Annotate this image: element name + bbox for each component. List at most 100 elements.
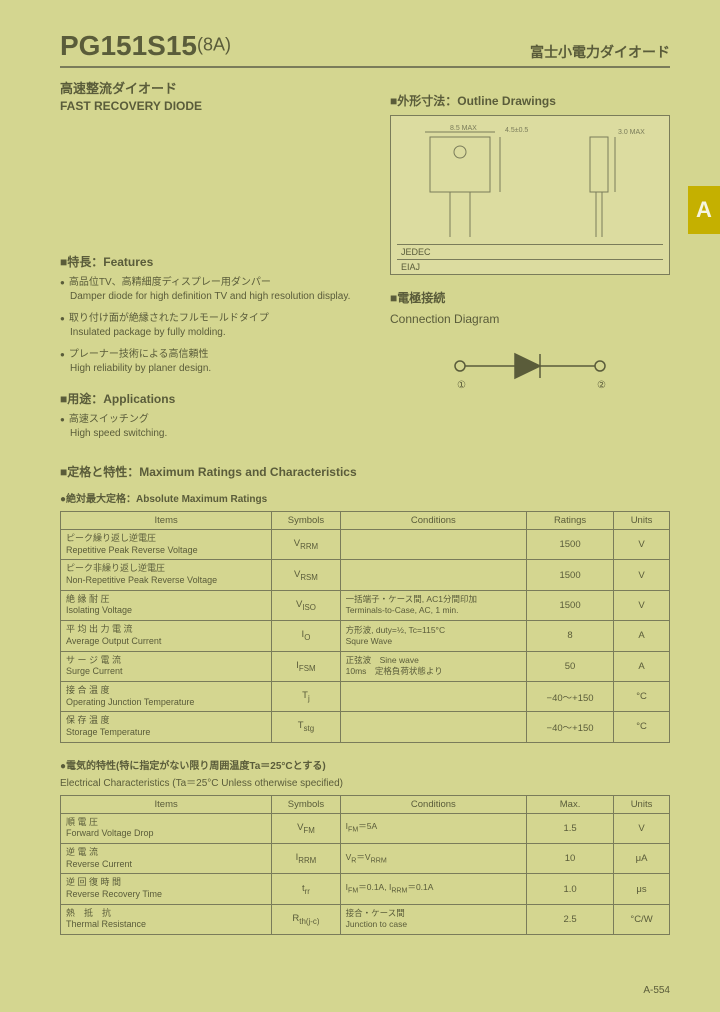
cell-symbol: IO <box>272 621 340 651</box>
part-number: PG151S15 <box>60 30 197 61</box>
cell-unit: μs <box>614 874 670 904</box>
table-row: 平 均 出 力 電 流Average Output CurrentIO方形波, … <box>61 621 670 651</box>
outline-heading: ■外形寸法：Outline Drawings <box>390 92 670 109</box>
table-header-row: Items Symbols Conditions Max. Units <box>61 795 670 813</box>
cell-unit: V <box>614 560 670 590</box>
cell-rating: 50 <box>527 651 614 681</box>
th-items: Items <box>61 512 272 530</box>
svg-text:3.0 MAX: 3.0 MAX <box>618 129 645 136</box>
cell-rating: 1500 <box>527 560 614 590</box>
cell-condition: 接合・ケース間Junction to case <box>340 904 526 934</box>
cell-unit: A <box>614 621 670 651</box>
feature-item: プレーナー技術による高信頼性High reliability by planer… <box>60 348 370 376</box>
abs-max-heading: ●絶対最大定格：Absolute Maximum Ratings <box>60 490 670 505</box>
elec-heading-jp: ●電気的特性(特に指定がない限り周囲温度Ta＝25°Cとする) <box>60 757 670 772</box>
electrical-table: Items Symbols Conditions Max. Units 順 電 … <box>60 795 670 936</box>
cell-symbol: VRSM <box>272 560 340 590</box>
cell-max: 2.5 <box>527 904 614 934</box>
svg-text:4.5±0.5: 4.5±0.5 <box>505 127 528 134</box>
cell-max: 1.0 <box>527 874 614 904</box>
cell-condition: 一括端子・ケース間, AC1分間印加Terminals-to-Case, AC,… <box>340 590 526 620</box>
feature-item: 取り付け面が絶縁されたフルモールドタイプInsulated package by… <box>60 312 370 340</box>
table-row: サ ー ジ 電 流Surge CurrentIFSM正弦波 Sine wave1… <box>61 651 670 681</box>
features-list: 高品位TV、高精細度ディスプレー用ダンパーDamper diode for hi… <box>60 276 370 376</box>
cell-symbol: VFM <box>272 813 340 843</box>
cell-unit: °C/W <box>614 904 670 934</box>
cell-condition <box>340 681 526 711</box>
table-row: 接 合 温 度Operating Junction TemperatureTj−… <box>61 681 670 711</box>
cell-unit: V <box>614 590 670 620</box>
th-items: Items <box>61 795 272 813</box>
cell-unit: °C <box>614 681 670 711</box>
cell-symbol: IFSM <box>272 651 340 681</box>
cell-symbol: Rth(j-c) <box>272 904 340 934</box>
cell-unit: μA <box>614 844 670 874</box>
cell-unit: V <box>614 530 670 560</box>
cell-unit: °C <box>614 712 670 742</box>
elec-heading-en: Electrical Characteristics (Ta＝25°C Unle… <box>60 774 670 789</box>
jedec-label: JEDEC <box>397 244 663 259</box>
table-row: 絶 縁 耐 圧Isolating VoltageVISO一括端子・ケース間, A… <box>61 590 670 620</box>
applications-heading: ■用途：Applications <box>60 390 370 407</box>
cell-rating: 1500 <box>527 530 614 560</box>
application-item: 高速スイッチングHigh speed switching. <box>60 413 370 441</box>
th-symbols: Symbols <box>272 512 340 530</box>
cell-condition: VR＝VRRM <box>340 844 526 874</box>
cell-max: 10 <box>527 844 614 874</box>
pin-2-label: ② <box>597 380 606 391</box>
cell-rating: 1500 <box>527 590 614 620</box>
table-row: ピーク繰り返し逆電圧Repetitive Peak Reverse Voltag… <box>61 530 670 560</box>
diode-symbol-icon: ① ② <box>440 336 620 396</box>
table-row: 逆 回 復 時 間Reverse Recovery TimetrrIFM＝0.1… <box>61 874 670 904</box>
cell-symbol: trr <box>272 874 340 904</box>
applications-list: 高速スイッチングHigh speed switching. <box>60 413 370 441</box>
cell-rating: −40〜+150 <box>527 681 614 711</box>
page-number: A-554 <box>643 985 670 996</box>
th-units: Units <box>614 795 670 813</box>
part-number-block: PG151S15(8A) <box>60 30 231 62</box>
cell-symbol: VISO <box>272 590 340 620</box>
ratings-table: Items Symbols Conditions Ratings Units ピ… <box>60 511 670 743</box>
cell-item: 熱 抵 抗Thermal Resistance <box>61 904 272 934</box>
cell-item: 逆 電 流Reverse Current <box>61 844 272 874</box>
table-row: 逆 電 流Reverse CurrentIRRMVR＝VRRM10μA <box>61 844 670 874</box>
cell-unit: V <box>614 813 670 843</box>
th-conditions: Conditions <box>340 512 526 530</box>
table-row: 熱 抵 抗Thermal ResistanceRth(j-c)接合・ケース間Ju… <box>61 904 670 934</box>
th-max: Max. <box>527 795 614 813</box>
cell-item: サ ー ジ 電 流Surge Current <box>61 651 272 681</box>
left-column: 高速整流ダイオード FAST RECOVERY DIODE ■特長：Featur… <box>60 78 370 449</box>
th-symbols: Symbols <box>272 795 340 813</box>
table-row: 順 電 圧Forward Voltage DropVFMIFM＝5A1.5V <box>61 813 670 843</box>
cell-item: 順 電 圧Forward Voltage Drop <box>61 813 272 843</box>
subtitle-en: FAST RECOVERY DIODE <box>60 99 370 113</box>
cell-symbol: IRRM <box>272 844 340 874</box>
cell-symbol: Tj <box>272 681 340 711</box>
eiaj-label: EIAJ <box>397 259 663 274</box>
cell-item: 保 存 温 度Storage Temperature <box>61 712 272 742</box>
cell-item: ピーク非繰り返し逆電圧Non-Repetitive Peak Reverse V… <box>61 560 272 590</box>
ratings-heading: ■定格と特性：Maximum Ratings and Characteristi… <box>60 463 670 480</box>
cell-condition: 方形波, duty=½, Tc=115°CSqure Wave <box>340 621 526 651</box>
outline-drawing: 8.5 MAX 4.5±0.5 3.0 MAX JEDEC EIAJ <box>390 115 670 275</box>
connection-heading-jp: ■電極接続 <box>390 289 670 306</box>
cell-condition: 正弦波 Sine wave10ms 定格負荷状態より <box>340 651 526 681</box>
cell-max: 1.5 <box>527 813 614 843</box>
subtitle-jp: 高速整流ダイオード <box>60 78 370 97</box>
table-row: ピーク非繰り返し逆電圧Non-Repetitive Peak Reverse V… <box>61 560 670 590</box>
package-drawing-icon: 8.5 MAX 4.5±0.5 3.0 MAX <box>397 122 663 242</box>
cell-condition: IFM＝5A <box>340 813 526 843</box>
right-column: ■外形寸法：Outline Drawings 8.5 MAX 4.5±0.5 <box>390 78 670 449</box>
header: PG151S15(8A) 富士小電力ダイオード <box>60 30 670 68</box>
cell-condition <box>340 712 526 742</box>
features-heading: ■特長：Features <box>60 253 370 270</box>
cell-condition <box>340 560 526 590</box>
side-tab: A <box>688 186 720 234</box>
th-conditions: Conditions <box>340 795 526 813</box>
cell-item: 絶 縁 耐 圧Isolating Voltage <box>61 590 272 620</box>
cell-condition <box>340 530 526 560</box>
th-ratings: Ratings <box>527 512 614 530</box>
cell-item: ピーク繰り返し逆電圧Repetitive Peak Reverse Voltag… <box>61 530 272 560</box>
table-row: 保 存 温 度Storage TemperatureTstg−40〜+150°C <box>61 712 670 742</box>
part-suffix: (8A) <box>197 34 231 54</box>
